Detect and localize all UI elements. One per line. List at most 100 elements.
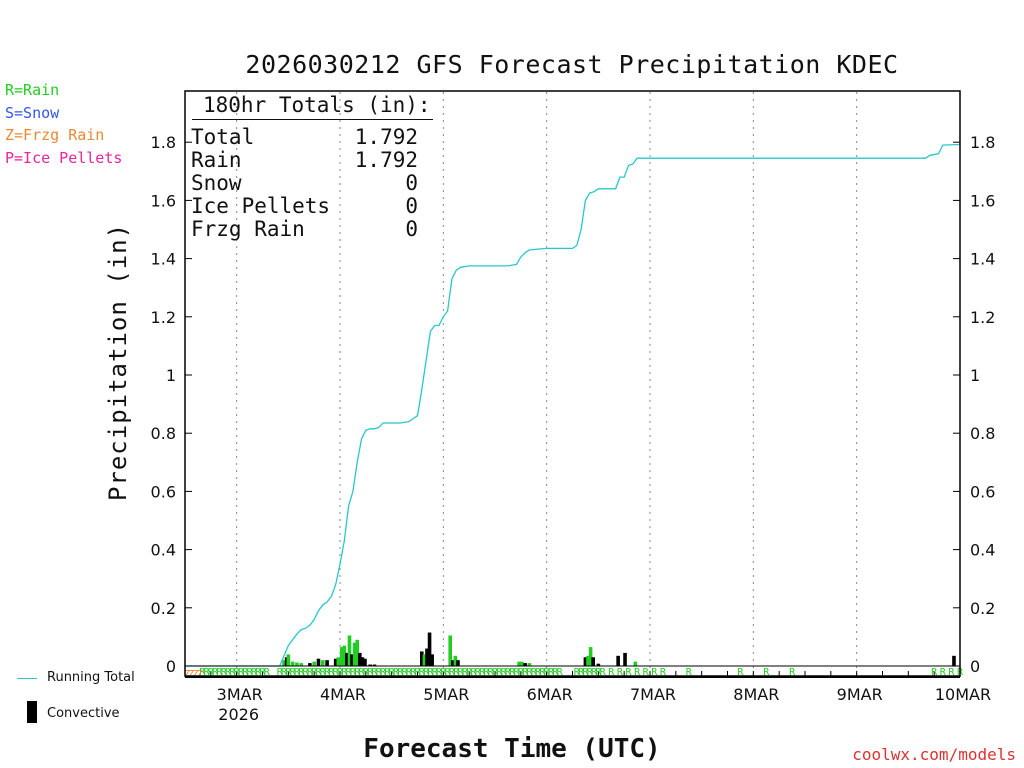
rain-marker: R: [587, 667, 594, 678]
rain-marker: R: [458, 667, 465, 678]
rain-marker: R: [225, 667, 232, 678]
precip-bar-rain: [448, 635, 453, 666]
y-tick-label-right: 1: [970, 366, 980, 385]
rain-marker: R: [634, 667, 641, 678]
rain-marker: R: [492, 667, 499, 678]
rain-marker: R: [216, 667, 223, 678]
rain-marker: R: [466, 667, 473, 678]
totals-underline: [192, 119, 433, 120]
rain-marker: R: [410, 667, 417, 678]
y-tick-label-left: 1.4: [151, 250, 176, 269]
y-tick-label-left: 0.2: [151, 599, 176, 618]
rain-marker: R: [290, 667, 297, 678]
rain-marker: R: [427, 667, 434, 678]
precip-bar-convective: [623, 652, 627, 666]
totals-label-total: Total: [191, 125, 255, 149]
rain-marker: R: [496, 667, 503, 678]
rain-marker: R: [346, 667, 353, 678]
x-tick-label-8mar: 8MAR: [733, 685, 779, 704]
rain-marker: R: [737, 667, 744, 678]
x-tick-sublabel-year: 2026: [218, 705, 259, 724]
rain-marker: R: [208, 667, 215, 678]
rain-marker: R: [259, 667, 266, 678]
rain-marker: R: [281, 667, 288, 678]
precip-bar-rain: [286, 654, 291, 666]
totals-label-rain: Rain: [191, 148, 242, 172]
y-tick-label-left: 0: [166, 657, 176, 676]
rain-marker: R: [479, 667, 486, 678]
rain-marker: R: [242, 667, 249, 678]
precip-bar-convective: [372, 664, 377, 666]
precip-bar-rain: [588, 647, 593, 666]
rain-marker: R: [591, 667, 598, 678]
rain-marker: R: [617, 667, 624, 678]
x-tick-label-9mar: 9MAR: [837, 685, 883, 704]
precip-bar-rain: [299, 663, 304, 666]
rain-marker: R: [328, 667, 335, 678]
rain-marker: R: [397, 667, 404, 678]
running-total-legend-line: [17, 678, 37, 679]
convective-legend-swatch: [27, 701, 37, 723]
precip-bar-rain: [347, 635, 352, 666]
rain-marker: R: [526, 667, 533, 678]
precip-bar-convective: [523, 663, 527, 666]
rain-marker: R: [350, 667, 357, 678]
rain-marker: R: [367, 667, 374, 678]
y-tick-label-right: 0.6: [970, 482, 995, 501]
rain-marker: R: [298, 667, 305, 678]
precip-bar-convective: [333, 658, 338, 666]
precip-bar-convective: [325, 660, 329, 666]
rain-marker: R: [341, 667, 348, 678]
precip-bar-convective: [358, 652, 362, 666]
precip-bar-convective: [425, 648, 429, 666]
rain-marker: R: [449, 667, 456, 678]
running-total-line: [185, 143, 961, 667]
precip-bar-convective: [350, 654, 354, 666]
y-tick-label-left: 0.6: [151, 482, 176, 501]
rain-marker: R: [660, 667, 667, 678]
frzg-marker: Z: [193, 669, 199, 680]
rain-marker: R: [307, 667, 314, 678]
rain-marker: R: [221, 667, 228, 678]
rain-marker: R: [315, 667, 322, 678]
y-tick-label-left: 0.8: [151, 424, 176, 443]
x-tick-label-5mar: 5MAR: [423, 685, 469, 704]
rain-marker: R: [483, 667, 490, 678]
precip-bar-convective: [952, 655, 956, 666]
rain-marker: R: [406, 667, 413, 678]
precip-bar-convective: [451, 660, 455, 666]
totals-value-ice-pellets: 0: [405, 194, 418, 218]
y-tick-label-right: 0.4: [970, 541, 995, 560]
precip-bar-rain: [586, 655, 590, 666]
precip-bar-rain: [336, 657, 341, 666]
precip-bar-convective: [368, 664, 372, 666]
rain-marker: R: [419, 667, 426, 678]
precip-bar-rain: [633, 661, 638, 666]
rain-marker: R: [686, 667, 693, 678]
precip-bar-convective: [456, 660, 460, 666]
rain-marker: R: [505, 667, 512, 678]
rain-marker: R: [333, 667, 340, 678]
x-tick-label-3mar: 3MAR: [217, 685, 263, 704]
convective-legend-label: Convective: [47, 706, 120, 721]
precip-bar-convective: [591, 657, 595, 666]
rain-marker: R: [234, 667, 241, 678]
precip-bar-convective: [583, 657, 588, 666]
precip-bar-rain: [339, 647, 344, 666]
x-axis-label: Forecast Time (UTC): [363, 734, 661, 764]
y-tick-label-left: 1: [166, 366, 176, 385]
precip-bar-rain: [290, 661, 295, 666]
precip-bar-convective: [316, 658, 321, 666]
credit-text: coolwx.com/models: [852, 745, 1016, 764]
rain-marker: R: [371, 667, 378, 678]
rain-marker: R: [359, 667, 366, 678]
y-tick-label-right: 1.2: [970, 308, 995, 327]
chart-title: 2026030212 GFS Forecast Precipitation KD…: [245, 50, 899, 79]
rain-marker: R: [247, 667, 254, 678]
rain-marker: R: [488, 667, 495, 678]
rain-marker: R: [255, 667, 262, 678]
rain-marker: R: [789, 667, 796, 678]
rain-marker: R: [763, 667, 770, 678]
precip-bar-rain: [312, 661, 316, 666]
